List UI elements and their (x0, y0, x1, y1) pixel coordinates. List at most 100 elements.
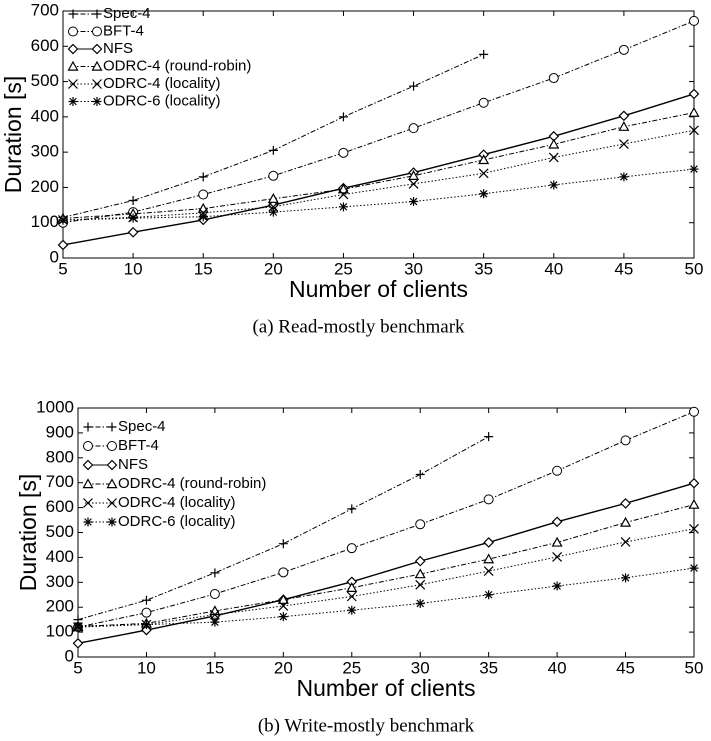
data-point (621, 573, 631, 583)
data-point (415, 519, 426, 530)
plot-frame (62, 10, 695, 259)
y-tick-label: 700 (46, 472, 74, 491)
series-line (62, 112, 695, 219)
series-line (62, 129, 695, 221)
legend-marker (92, 26, 102, 37)
data-point (618, 139, 629, 149)
data-point (198, 189, 209, 200)
data-point (409, 197, 419, 207)
legend-marker (67, 43, 79, 55)
data-point (620, 537, 631, 547)
data-point (58, 215, 68, 225)
legend-label: NFS (103, 40, 133, 57)
data-point (278, 567, 289, 578)
data-point (479, 49, 489, 59)
y-tick-label: 100 (46, 622, 74, 641)
legend-marker (83, 517, 93, 527)
caption: (b) Write-mostly benchmark (258, 715, 475, 736)
caption: (a) Read-mostly benchmark (252, 316, 465, 337)
x-tick-label: 10 (137, 658, 156, 677)
data-point (267, 192, 279, 203)
data-point (688, 498, 700, 509)
data-point (338, 189, 349, 200)
x-tick-label: 15 (194, 259, 213, 278)
data-point (347, 504, 357, 514)
legend-marker (68, 97, 78, 106)
x-tick-label: 40 (548, 658, 567, 677)
x-tick-label: 25 (334, 259, 353, 278)
data-point (549, 180, 559, 190)
legend-marker (83, 498, 93, 508)
data-point (128, 195, 138, 205)
legend-label: Spec-4 (118, 418, 166, 435)
y-tick-label: 900 (46, 422, 74, 441)
data-point (408, 178, 419, 189)
x-tick-label: 50 (685, 658, 704, 677)
data-point (73, 621, 83, 631)
data-point (268, 170, 279, 181)
legend-label: BFT-4 (103, 22, 144, 39)
data-point (346, 582, 358, 592)
legend-label: ODRC-4 (round-robin) (103, 57, 251, 74)
data-point (483, 553, 495, 564)
data-point (618, 121, 630, 131)
series-line (62, 168, 695, 221)
data-point (415, 469, 425, 479)
y-tick-label: 1000 (36, 397, 74, 416)
data-point (689, 164, 699, 174)
data-point (689, 125, 699, 136)
data-point (346, 591, 357, 602)
legend-label: ODRC-4 (locality) (103, 75, 221, 92)
data-point (409, 81, 419, 91)
data-point (552, 581, 562, 591)
data-point (346, 543, 357, 554)
legend-marker (68, 9, 78, 19)
y-tick-label: 600 (31, 36, 59, 55)
legend-marker (92, 79, 102, 89)
data-point (198, 172, 208, 182)
legend-marker (107, 441, 117, 451)
x-tick-label: 45 (614, 259, 633, 278)
data-point (338, 112, 348, 122)
y-tick-label: 0 (65, 646, 74, 665)
data-point (620, 435, 631, 446)
legend-label: ODRC-6 (locality) (103, 92, 221, 109)
series-line (77, 528, 695, 628)
data-point (128, 213, 138, 223)
data-point (209, 609, 220, 620)
data-point (72, 637, 84, 649)
legend-marker (91, 60, 103, 71)
data-point (277, 593, 289, 604)
y-tick-label: 500 (46, 522, 74, 541)
data-point (408, 123, 419, 134)
series-line (77, 567, 695, 627)
data-point (618, 44, 629, 55)
legend-label: Spec-4 (103, 5, 151, 22)
data-point (479, 189, 489, 199)
data-point (689, 563, 699, 573)
data-point (198, 212, 208, 222)
data-point (141, 607, 152, 618)
x-tick-label: 5 (58, 259, 67, 278)
data-point (688, 106, 700, 117)
data-point (689, 406, 699, 417)
x-tick-label: 50 (685, 259, 704, 278)
data-point (551, 536, 563, 547)
data-point (618, 110, 630, 122)
data-point (548, 73, 559, 84)
legend-marker (91, 43, 103, 55)
data-point (619, 172, 629, 182)
y-axis-label: Duration [s] (15, 474, 41, 592)
data-point (268, 207, 278, 217)
data-point (209, 589, 220, 600)
data-point (548, 138, 560, 149)
data-point (338, 202, 348, 212)
y-tick-label: 0 (50, 247, 59, 266)
x-tick-label: 35 (474, 259, 493, 278)
legend-label: ODRC-4 (round-robin) (118, 475, 266, 492)
data-point (689, 523, 699, 534)
legend-marker (67, 60, 79, 71)
data-point (415, 579, 426, 590)
legend-marker (107, 517, 117, 527)
